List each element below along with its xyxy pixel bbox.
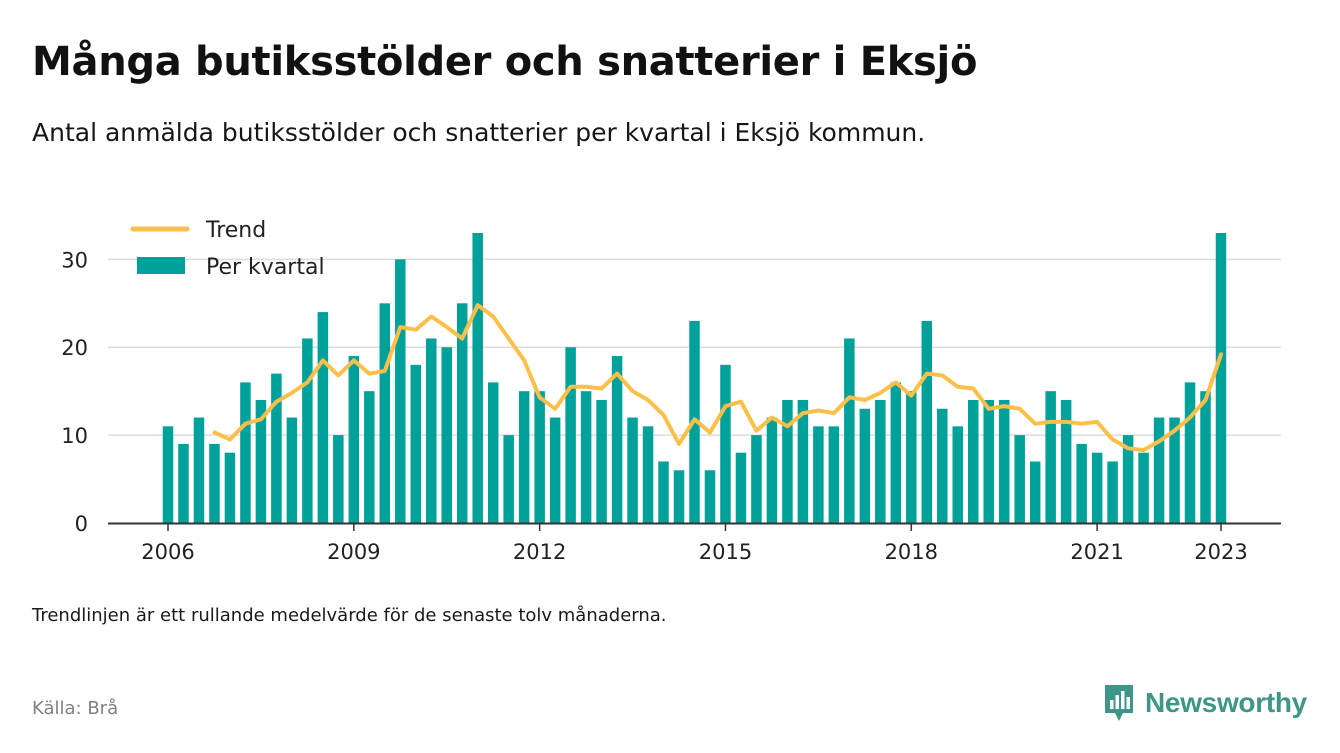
bar bbox=[565, 347, 576, 523]
bar bbox=[193, 417, 205, 523]
bar bbox=[209, 443, 220, 523]
bar bbox=[875, 399, 886, 523]
bar bbox=[983, 399, 994, 523]
x-tick-label: 2006 bbox=[141, 540, 194, 564]
x-tick-label: 2018 bbox=[885, 540, 938, 564]
bar bbox=[518, 391, 530, 523]
legend-label-bars: Per kvartal bbox=[206, 255, 325, 280]
x-tick-label: 2009 bbox=[327, 540, 380, 564]
trend-line bbox=[212, 303, 1223, 453]
bar bbox=[1045, 391, 1056, 523]
chart-subtitle: Antal anmälda butiksstölder och snatteri… bbox=[32, 118, 926, 147]
bar bbox=[967, 399, 979, 523]
bar bbox=[162, 426, 174, 523]
bar bbox=[751, 435, 762, 523]
bar bbox=[828, 426, 840, 523]
bar bbox=[658, 461, 669, 523]
bar bbox=[1184, 382, 1196, 523]
bar bbox=[1122, 435, 1134, 523]
legend-label-trend: Trend bbox=[205, 218, 266, 243]
bar bbox=[317, 312, 329, 523]
bar bbox=[890, 382, 902, 523]
bar bbox=[813, 426, 824, 523]
bar bbox=[487, 382, 499, 523]
bar bbox=[456, 303, 468, 523]
bar bbox=[735, 452, 747, 523]
bar bbox=[503, 435, 514, 523]
bar bbox=[998, 399, 1010, 523]
bar-series bbox=[162, 233, 1227, 523]
bar bbox=[178, 443, 189, 523]
bar bbox=[410, 364, 422, 523]
x-axis: 2006 2009 2012 2015 2018 2021 2023 bbox=[108, 522, 1281, 564]
bar bbox=[534, 391, 545, 523]
y-tick-label: 30 bbox=[61, 248, 88, 272]
bar bbox=[797, 399, 809, 523]
chart-title: Många butiksstölder och snatterier i Eks… bbox=[32, 39, 978, 85]
bar bbox=[844, 338, 855, 523]
bar bbox=[1014, 435, 1025, 523]
bar bbox=[952, 426, 963, 523]
bar bbox=[611, 356, 623, 523]
bar bbox=[596, 399, 607, 523]
bar bbox=[379, 303, 391, 523]
bar bbox=[395, 259, 406, 523]
source-label: Källa: Brå bbox=[32, 698, 119, 719]
x-tick-label: 2021 bbox=[1070, 540, 1123, 564]
bar bbox=[348, 356, 360, 523]
bar bbox=[286, 417, 298, 523]
bar bbox=[1107, 461, 1118, 523]
bar bbox=[720, 364, 731, 523]
bar bbox=[240, 382, 251, 523]
bar bbox=[766, 417, 778, 523]
y-tick-label: 10 bbox=[61, 424, 88, 448]
bar bbox=[673, 470, 685, 523]
bar bbox=[1215, 233, 1227, 523]
bar bbox=[441, 347, 452, 523]
bar bbox=[1091, 452, 1103, 523]
bar bbox=[782, 399, 793, 523]
footnote: Trendlinjen är ett rullande medelvärde f… bbox=[32, 605, 667, 626]
bar bbox=[302, 338, 313, 523]
bar bbox=[1200, 391, 1211, 523]
bar bbox=[1138, 452, 1149, 523]
y-tick-label: 20 bbox=[61, 336, 88, 360]
gridlines: 0 10 20 30 bbox=[61, 248, 1281, 536]
y-tick-label: 0 bbox=[75, 512, 88, 536]
bar bbox=[224, 452, 236, 523]
bar bbox=[937, 408, 948, 523]
bar bbox=[472, 233, 483, 523]
x-tick-label: 2012 bbox=[513, 540, 566, 564]
brand-logo[interactable]: Newsworthy bbox=[1102, 680, 1312, 726]
x-tick-label: 2023 bbox=[1194, 540, 1247, 564]
bar bbox=[1076, 443, 1087, 523]
bar bbox=[906, 391, 917, 523]
newsworthy-logo-icon bbox=[1105, 685, 1133, 721]
chart: 0 10 20 30 2006 2009 2012 2015 2018 2021 2023 Tre… bbox=[61, 218, 1281, 564]
legend: Trend Per kvartal bbox=[130, 218, 325, 280]
bar bbox=[1060, 399, 1072, 523]
bar bbox=[364, 391, 375, 523]
bar bbox=[1153, 417, 1165, 523]
legend-swatch-bars bbox=[137, 257, 185, 274]
brand-name: Newsworthy bbox=[1145, 687, 1307, 718]
bar bbox=[271, 373, 282, 523]
bar bbox=[255, 399, 267, 523]
bar bbox=[1169, 417, 1180, 523]
bar bbox=[704, 470, 716, 523]
bar bbox=[642, 426, 654, 523]
bar bbox=[333, 435, 344, 523]
x-tick-label: 2015 bbox=[699, 540, 752, 564]
bar bbox=[1029, 461, 1041, 523]
bar bbox=[921, 320, 933, 523]
bar bbox=[859, 408, 871, 523]
bar bbox=[627, 417, 638, 523]
bar bbox=[549, 417, 561, 523]
trend-series bbox=[212, 303, 1223, 453]
bar bbox=[426, 338, 437, 523]
bar bbox=[580, 391, 592, 523]
